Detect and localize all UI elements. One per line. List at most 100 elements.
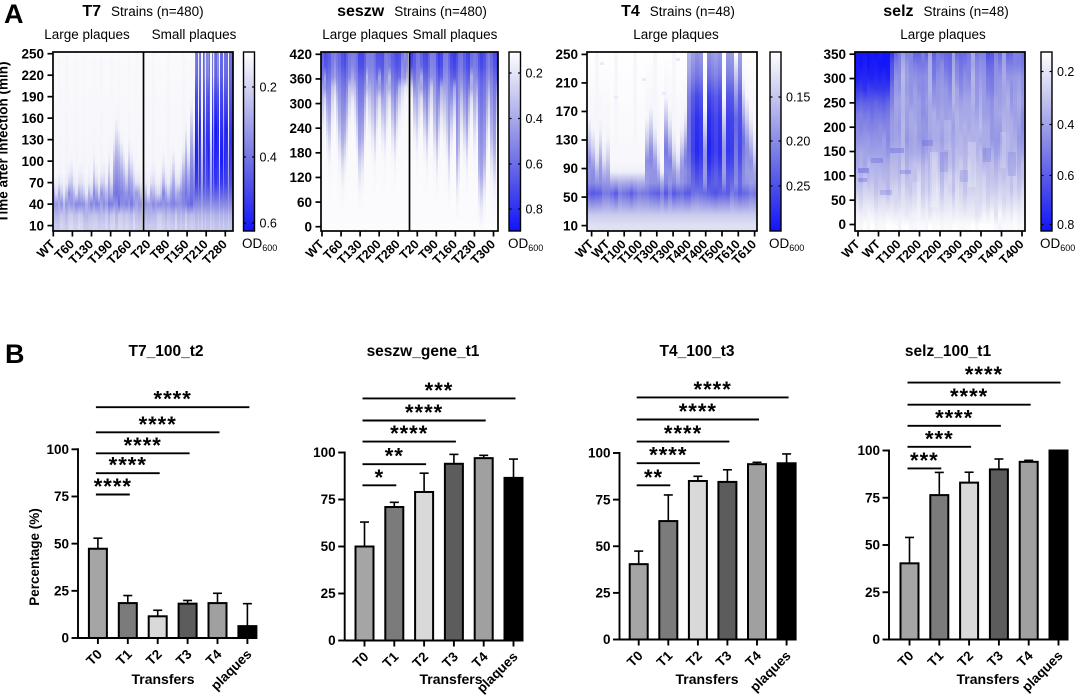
- svg-text:B: B: [5, 339, 25, 369]
- svg-text:100: 100: [313, 445, 336, 460]
- svg-text:0: 0: [61, 631, 69, 646]
- svg-text:250: 250: [823, 96, 846, 111]
- svg-text:Percentage (%): Percentage (%): [27, 508, 42, 606]
- svg-text:0.8: 0.8: [526, 203, 543, 217]
- svg-text:****: ****: [935, 405, 973, 430]
- svg-text:0.25: 0.25: [786, 180, 810, 194]
- svg-text:0.8: 0.8: [1057, 218, 1074, 232]
- svg-text:170: 170: [555, 104, 578, 119]
- svg-text:50: 50: [595, 539, 610, 554]
- svg-text:10: 10: [29, 218, 44, 233]
- svg-text:40: 40: [29, 197, 44, 212]
- svg-text:****: ****: [94, 474, 132, 499]
- svg-text:T7_100_t2: T7_100_t2: [129, 343, 204, 360]
- svg-text:150: 150: [823, 144, 846, 159]
- svg-text:100: 100: [588, 446, 611, 461]
- svg-text:****: ****: [109, 453, 147, 478]
- svg-text:****: ****: [124, 433, 162, 458]
- svg-text:0.4: 0.4: [260, 151, 277, 165]
- svg-text:25: 25: [321, 586, 337, 601]
- svg-text:70: 70: [29, 175, 44, 190]
- svg-text:50: 50: [321, 539, 336, 554]
- svg-text:130: 130: [555, 133, 578, 148]
- svg-text:Large plaques: Large plaques: [633, 27, 719, 42]
- svg-text:160: 160: [21, 111, 44, 126]
- svg-text:100: 100: [823, 169, 846, 184]
- svg-text:**: **: [385, 444, 404, 469]
- svg-text:****: ****: [154, 387, 192, 412]
- svg-text:100: 100: [46, 442, 69, 457]
- svg-text:60: 60: [297, 195, 312, 210]
- svg-text:0.6: 0.6: [260, 217, 277, 231]
- svg-text:0.20: 0.20: [786, 135, 810, 149]
- svg-text:50: 50: [831, 193, 846, 208]
- svg-text:10: 10: [563, 218, 578, 233]
- svg-text:220: 220: [21, 68, 44, 83]
- svg-text:****: ****: [405, 400, 443, 425]
- svg-text:75: 75: [595, 492, 611, 507]
- svg-text:Time after infection (min): Time after infection (min): [0, 61, 11, 222]
- svg-text:300: 300: [823, 71, 846, 86]
- svg-text:Large plaques: Large plaques: [322, 27, 408, 42]
- svg-text:50: 50: [563, 190, 578, 205]
- svg-text:***: ***: [925, 426, 954, 451]
- svg-text:0.2: 0.2: [526, 67, 543, 81]
- svg-text:240: 240: [289, 121, 312, 136]
- svg-text:0.6: 0.6: [1057, 169, 1074, 183]
- svg-text:***: ***: [425, 378, 454, 403]
- svg-text:Transfers: Transfers: [131, 671, 194, 687]
- svg-text:Small plaques: Small plaques: [152, 27, 237, 42]
- svg-text:****: ****: [139, 412, 177, 437]
- svg-text:25: 25: [54, 584, 70, 599]
- svg-text:75: 75: [54, 489, 70, 504]
- svg-text:130: 130: [21, 132, 44, 147]
- svg-text:0.15: 0.15: [786, 91, 810, 105]
- svg-text:420: 420: [289, 47, 312, 62]
- svg-text:200: 200: [823, 120, 846, 135]
- svg-text:****: ****: [664, 421, 702, 446]
- svg-text:100: 100: [857, 443, 880, 458]
- svg-text:360: 360: [289, 72, 312, 87]
- svg-text:*: *: [375, 465, 385, 490]
- svg-text:****: ****: [679, 399, 717, 424]
- svg-text:T4_100_t3: T4_100_t3: [660, 343, 735, 360]
- svg-text:**: **: [644, 465, 663, 490]
- svg-text:100: 100: [21, 154, 44, 169]
- svg-text:Large plaques: Large plaques: [900, 27, 986, 42]
- svg-text:75: 75: [321, 492, 337, 507]
- svg-text:Transfers: Transfers: [675, 671, 738, 687]
- svg-text:selz_100_t1: selz_100_t1: [905, 343, 992, 360]
- svg-text:0.4: 0.4: [526, 112, 543, 126]
- svg-text:25: 25: [865, 585, 881, 600]
- svg-text:50: 50: [54, 536, 69, 551]
- svg-text:Transfers: Transfers: [419, 671, 482, 687]
- svg-text:0.2: 0.2: [260, 81, 277, 95]
- svg-text:350: 350: [823, 47, 846, 62]
- svg-text:0: 0: [304, 219, 312, 234]
- svg-text:90: 90: [563, 161, 578, 176]
- svg-text:****: ****: [965, 362, 1003, 387]
- svg-text:300: 300: [289, 96, 312, 111]
- svg-text:****: ****: [694, 377, 732, 402]
- svg-text:0: 0: [872, 632, 880, 647]
- svg-text:***: ***: [910, 448, 939, 473]
- svg-text:190: 190: [21, 89, 44, 104]
- svg-text:Large plaques: Large plaques: [44, 27, 130, 42]
- svg-text:****: ****: [390, 421, 428, 446]
- svg-text:120: 120: [289, 170, 312, 185]
- svg-text:0: 0: [838, 217, 846, 232]
- svg-text:****: ****: [950, 384, 988, 409]
- svg-text:0: 0: [603, 632, 611, 647]
- svg-text:seszw_gene_t1: seszw_gene_t1: [367, 343, 480, 360]
- svg-text:A: A: [4, 0, 24, 29]
- svg-text:0.6: 0.6: [526, 158, 543, 172]
- svg-text:210: 210: [555, 76, 578, 91]
- svg-text:Transfers: Transfers: [956, 671, 1019, 687]
- svg-text:250: 250: [21, 46, 44, 61]
- svg-text:50: 50: [865, 538, 880, 553]
- svg-text:75: 75: [865, 490, 881, 505]
